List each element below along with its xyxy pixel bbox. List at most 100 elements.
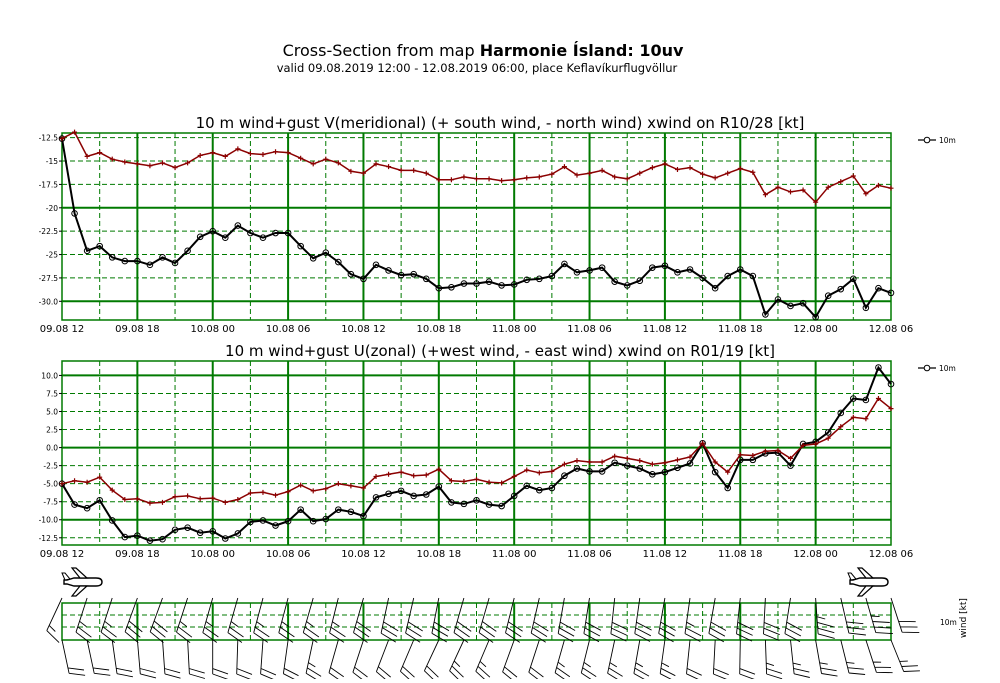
gust-point — [323, 156, 329, 162]
wind-point — [636, 277, 644, 285]
gust-point — [348, 483, 354, 489]
wind-barb-upper — [253, 597, 270, 643]
gust-point — [549, 171, 555, 177]
x-tick-label: 10.08 12 — [341, 549, 386, 560]
wind-point — [435, 284, 443, 292]
gust-point — [536, 174, 542, 180]
wind-barb-upper — [100, 597, 117, 643]
wind-point — [548, 272, 556, 280]
x-tick-label: 11.08 06 — [567, 549, 612, 560]
gust-point — [411, 167, 417, 173]
wind-barb-upper — [530, 597, 549, 643]
gust-point — [561, 164, 567, 170]
gust-point — [235, 497, 241, 503]
wind-line — [61, 365, 892, 542]
wind-barb-upper — [658, 597, 676, 643]
wind-barb-upper — [431, 597, 450, 643]
y-tick-label: 0.0 — [46, 444, 58, 453]
gust-point — [737, 452, 743, 458]
y-tick-label: 2.5 — [46, 426, 58, 435]
wind-point — [435, 483, 443, 490]
wind-barb-lower — [61, 639, 86, 676]
gust-point — [109, 156, 115, 162]
wind-point — [134, 532, 141, 539]
wind-barb-lower — [890, 639, 920, 672]
gust-point — [398, 167, 404, 173]
gust-point — [574, 172, 580, 178]
wind-barb-lower — [282, 639, 299, 682]
legend-label: 10m — [939, 136, 956, 145]
y-tick-label: 7.5 — [46, 389, 58, 398]
gust-point — [285, 150, 291, 156]
wind-barb-upper — [610, 597, 628, 642]
wind-line — [61, 138, 892, 319]
chart-meridional-wind: 09.08 12 09.08 18 10.08 00 10.08 06 10.08 12… — [39, 129, 956, 335]
barb-legend-level: 10m — [940, 618, 957, 627]
x-tick-label: 10.08 00 — [190, 324, 235, 335]
wind-point — [397, 487, 405, 495]
wind-point — [397, 271, 405, 279]
wind-point — [812, 313, 819, 321]
gust-point — [97, 474, 103, 480]
gust-point — [486, 176, 492, 182]
gust-point — [273, 149, 279, 155]
wind-barb-lower — [449, 639, 465, 683]
wind-barb-lower — [423, 639, 440, 683]
wind-point — [372, 261, 380, 269]
gust-point — [298, 155, 304, 161]
gust-point — [147, 500, 153, 506]
wind-barb-panel: 10m wind [kt] — [46, 597, 969, 683]
gust-point — [700, 440, 706, 446]
wind-barb-upper — [329, 597, 346, 643]
gust-point — [59, 136, 65, 142]
wind-point — [247, 229, 254, 237]
gust-point — [360, 485, 366, 491]
wind-point — [799, 299, 807, 307]
gust-point — [587, 459, 593, 465]
gust-point — [84, 153, 90, 159]
x-tick-label: 09.08 18 — [115, 549, 160, 560]
gust-point — [285, 489, 291, 495]
wind-point — [611, 278, 618, 285]
gust-point — [486, 479, 492, 485]
wind-point — [196, 529, 204, 537]
gust-point — [247, 151, 253, 157]
figure-title-map: Harmonie Ísland: 10uv — [480, 41, 684, 60]
wind-barb-lower — [502, 639, 518, 683]
gust-point — [386, 471, 392, 477]
wind-point — [422, 275, 430, 283]
wind-point — [686, 460, 694, 467]
airplane-right-icon — [847, 567, 889, 597]
wind-point — [661, 262, 669, 270]
y-tick-label: -30.0 — [39, 297, 59, 306]
wind-point — [686, 266, 694, 273]
wind-point — [309, 517, 317, 525]
gust-point — [712, 459, 718, 465]
wind-barb-upper — [124, 597, 143, 644]
gust-point — [850, 414, 856, 420]
wind-point — [736, 266, 744, 273]
wind-point — [699, 274, 706, 282]
gust-point — [461, 479, 467, 485]
wind-point — [309, 254, 317, 262]
wind-point — [850, 275, 857, 283]
figure-title: Cross-Section from map Harmonie Ísland: … — [283, 41, 684, 60]
gust-point — [863, 191, 869, 197]
gust-point — [712, 175, 718, 181]
gust-point — [511, 177, 517, 183]
wind-barb-lower — [865, 639, 893, 674]
wind-point — [875, 284, 882, 292]
wind-point — [335, 258, 342, 266]
gust-point — [398, 469, 404, 475]
gust-point — [448, 478, 454, 484]
wind-barb-lower — [375, 639, 391, 683]
gust-point — [373, 473, 379, 479]
wind-barb-upper — [227, 597, 244, 643]
gust-point — [147, 163, 153, 169]
wind-point — [649, 470, 656, 478]
gust-point — [587, 170, 593, 176]
wind-point — [724, 272, 732, 280]
gust-point — [725, 170, 731, 176]
gust-point — [725, 469, 731, 475]
